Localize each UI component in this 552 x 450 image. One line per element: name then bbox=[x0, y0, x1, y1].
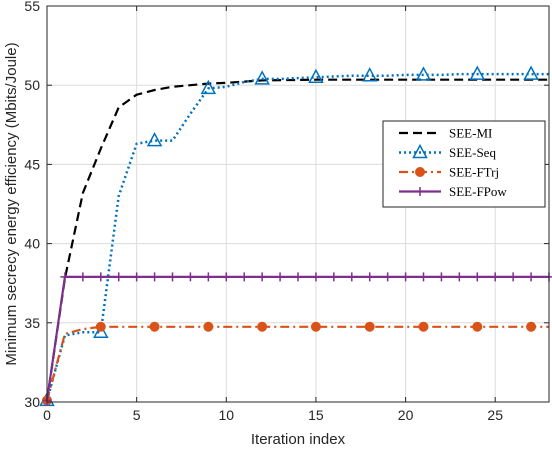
triangle-marker bbox=[146, 132, 163, 147]
plus-marker bbox=[96, 272, 106, 282]
triangle-marker bbox=[254, 70, 270, 85]
triangle-marker bbox=[415, 66, 432, 81]
series-see-ftrj bbox=[42, 321, 549, 406]
triangle-marker bbox=[93, 323, 109, 339]
triangle-marker bbox=[200, 79, 217, 95]
legend-entry: SEE-FPow bbox=[399, 184, 507, 199]
legend-entry: SEE-Seq bbox=[399, 143, 496, 160]
y-tick-label: 30 bbox=[24, 394, 40, 410]
plus-marker bbox=[78, 272, 88, 282]
legend-label: SEE-Seq bbox=[449, 145, 496, 160]
circle-marker bbox=[310, 321, 321, 332]
circle-marker bbox=[203, 321, 214, 332]
triangle-marker bbox=[308, 68, 324, 84]
y-axis-label: Minimum secrecy energy efficiency (Mbits… bbox=[3, 42, 20, 365]
plus-marker bbox=[329, 272, 339, 282]
plus-marker bbox=[257, 272, 267, 282]
legend-label: SEE-MI bbox=[449, 126, 492, 141]
plus-marker bbox=[436, 272, 446, 282]
circle-marker bbox=[472, 321, 483, 332]
plus-marker bbox=[347, 272, 357, 282]
y-tick-label: 55 bbox=[24, 0, 40, 14]
plus-marker bbox=[221, 272, 231, 282]
series-see-fpow bbox=[42, 272, 552, 405]
triangle-marker bbox=[523, 65, 539, 80]
plus-marker bbox=[132, 272, 142, 282]
x-tick-label: 5 bbox=[133, 407, 141, 423]
plus-marker bbox=[526, 272, 536, 282]
plus-marker bbox=[383, 272, 393, 282]
y-tick-label: 35 bbox=[24, 315, 40, 331]
plus-marker bbox=[508, 272, 518, 282]
circle-marker bbox=[526, 321, 537, 332]
axes: 0 5 10 15 20 25 30 35 40 45 50 55 bbox=[24, 0, 549, 423]
plot-frame bbox=[46, 5, 550, 403]
circle-marker bbox=[95, 321, 106, 332]
plus-marker bbox=[150, 272, 160, 282]
plus-marker bbox=[293, 272, 303, 282]
plus-marker bbox=[365, 272, 375, 282]
x-axis-label: Iteration index bbox=[251, 431, 346, 448]
y-tick-label: 45 bbox=[24, 156, 40, 172]
plus-marker bbox=[168, 272, 177, 282]
circle-marker bbox=[149, 321, 160, 332]
plus-marker bbox=[454, 272, 464, 282]
grid-lines bbox=[47, 6, 549, 402]
plus-marker bbox=[415, 187, 425, 196]
series-see-mi bbox=[45, 78, 549, 401]
circle-marker bbox=[257, 321, 268, 332]
series-line bbox=[45, 72, 549, 401]
plus-marker bbox=[60, 272, 70, 282]
plus-marker bbox=[311, 272, 321, 282]
triangle-marker bbox=[412, 143, 428, 159]
x-tick-label: 0 bbox=[43, 407, 51, 423]
legend: SEE-MI SEE-Seq SEE-FTrj SEE-FPow bbox=[382, 120, 546, 208]
series-layer bbox=[39, 65, 552, 407]
series-line bbox=[45, 78, 549, 401]
plus-marker bbox=[419, 272, 428, 282]
circle-marker bbox=[415, 167, 425, 177]
x-tick-label: 20 bbox=[398, 407, 414, 423]
y-tick-label: 50 bbox=[24, 77, 40, 93]
circle-marker bbox=[418, 321, 429, 332]
triangle-marker bbox=[361, 67, 378, 82]
plus-marker bbox=[239, 272, 249, 282]
plus-marker bbox=[203, 272, 213, 282]
y-tick-label: 40 bbox=[24, 236, 40, 252]
plus-marker bbox=[472, 272, 482, 282]
legend-entry: SEE-MI bbox=[399, 126, 492, 141]
circle-marker bbox=[364, 321, 375, 332]
legend-label: SEE-FTrj bbox=[449, 165, 499, 180]
legend-entry: SEE-FTrj bbox=[399, 165, 499, 180]
legend-label: SEE-FPow bbox=[449, 184, 507, 199]
plus-marker bbox=[401, 272, 411, 282]
plus-marker bbox=[490, 272, 500, 282]
legend-box bbox=[382, 120, 546, 208]
x-tick-label: 25 bbox=[487, 407, 503, 423]
x-tick-label: 15 bbox=[308, 407, 324, 423]
x-tick-label: 10 bbox=[218, 407, 234, 423]
plus-marker bbox=[275, 272, 285, 282]
plus-marker bbox=[185, 272, 195, 282]
series-line bbox=[45, 325, 549, 401]
triangle-marker bbox=[469, 65, 486, 80]
plus-marker bbox=[114, 272, 124, 282]
